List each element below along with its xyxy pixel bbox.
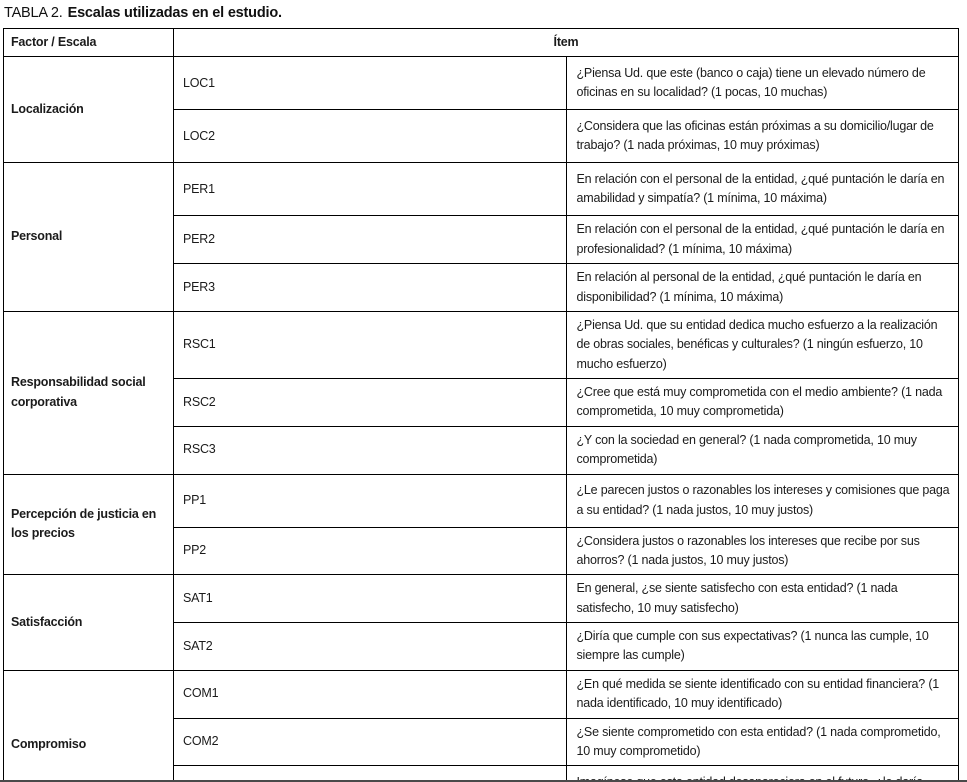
item-cell: ¿Piensa Ud. que este (banco o caja) tien… (565, 56, 959, 111)
item-cell: ¿Considera justos o razonables los inter… (565, 526, 959, 576)
scale-code-cell: LOC2 (173, 109, 567, 164)
table-row: PP2 ¿Considera justos o razonables los in… (4, 526, 959, 576)
table-row: SAT2 ¿Diría que cumple con sus expectativ… (4, 622, 959, 671)
item-cell: ¿Considera que las oficinas están próxim… (565, 109, 959, 164)
table-row: Compromiso COM1 ¿En qué medida se siente i… (3, 669, 959, 782)
item-cell: Imagínese que esta entidad desapareciera… (565, 765, 959, 782)
bottom-rule-divider (0, 780, 967, 782)
scale-code-cell: PER2 (173, 215, 567, 265)
table-row: PER3 En relación al personal de la entida… (4, 263, 959, 312)
item-cell: ¿Y con la sociedad en general? (1 nada c… (565, 425, 959, 475)
header-row: Factor / Escala Ítem (3, 27, 959, 58)
scale-code-cell: PER1 (173, 162, 567, 217)
table-row: Responsabilidad social corporativa RSC1 ¿P… (3, 310, 959, 475)
item-cell: ¿Le parecen justos o razonables los inte… (565, 473, 959, 528)
table-row: Percepción de justicia en los precios PP1… (3, 473, 959, 576)
table-row: RSC2 ¿Cree que está muy comprometida con … (4, 378, 959, 427)
factor-cell: Satisfacción (3, 574, 174, 671)
scales-table-head: Factor / Escala Ítem (3, 27, 959, 58)
table-row: COM2 ¿Se siente comprometido con esta ent… (4, 717, 959, 767)
table-number: TABLA 2. (4, 5, 63, 21)
scale-code-cell: PP1 (173, 473, 567, 528)
item-cell: ¿Diría que cumple con sus expectativas? … (565, 622, 959, 671)
factor-cell: Personal (3, 162, 174, 312)
item-cell: En general, ¿se siente satisfecho con es… (565, 574, 959, 623)
factor-cell: Percepción de justicia en los precios (3, 473, 174, 576)
scale-code-cell: COM1 (173, 669, 567, 719)
scale-code-cell: RSC3 (173, 425, 567, 475)
scales-table: Factor / Escala Ítem Localización LOC1 ¿Pi… (3, 27, 959, 782)
item-cell: ¿Piensa Ud. que su entidad dedica mucho … (565, 310, 959, 380)
table-row: Personal PER1 En relación con el personal … (3, 162, 959, 312)
scale-code-cell: SAT1 (173, 574, 567, 623)
table-row: PER2 En relación con el personal de la en… (4, 215, 959, 265)
table-row: Satisfacción SAT1 En general, ¿se siente s… (3, 574, 959, 671)
table-caption: Escalas utilizadas en el estudio. (67, 5, 282, 21)
factor-cell: Localización (3, 56, 174, 164)
scale-code-cell: PP2 (173, 526, 567, 576)
factor-cell: Compromiso (3, 669, 174, 782)
scale-code-cell: RSC1 (173, 310, 567, 380)
item-cell: ¿En qué medida se siente identificado co… (565, 669, 959, 719)
table-title: TABLA 2. Escalas utilizadas en el estudio… (4, 5, 967, 21)
scales-table-body: Localización LOC1 ¿Piensa Ud. que este (ba… (3, 56, 959, 782)
scale-code-cell: PER3 (173, 263, 567, 312)
table-row: COM3Imagínese que esta entidad desaparec… (4, 765, 959, 782)
item-cell: ¿Se siente comprometido con esta entidad… (565, 717, 959, 767)
item-column-header: Ítem (173, 27, 959, 58)
item-cell: En relación al personal de la entidad, ¿… (565, 263, 959, 312)
table-row: RSC3 ¿Y con la sociedad en general? (1 na… (4, 425, 959, 475)
table-row: Localización LOC1 ¿Piensa Ud. que este (ba… (3, 56, 959, 164)
factor-column-header: Factor / Escala (3, 27, 174, 58)
scale-code-cell: LOC1 (173, 56, 567, 111)
item-cell: ¿Cree que está muy comprometida con el m… (565, 378, 959, 427)
item-cell: En relación con el personal de la entida… (565, 162, 959, 217)
scale-code-cell: COM2 (173, 717, 567, 767)
table-row: LOC2 ¿Considera que las oficinas están pr… (4, 109, 959, 164)
item-cell: En relación con el personal de la entida… (565, 215, 959, 265)
scale-code-cell: SAT2 (173, 622, 567, 671)
scale-code-cell: RSC2 (173, 378, 567, 427)
factor-cell: Responsabilidad social corporativa (3, 310, 174, 475)
